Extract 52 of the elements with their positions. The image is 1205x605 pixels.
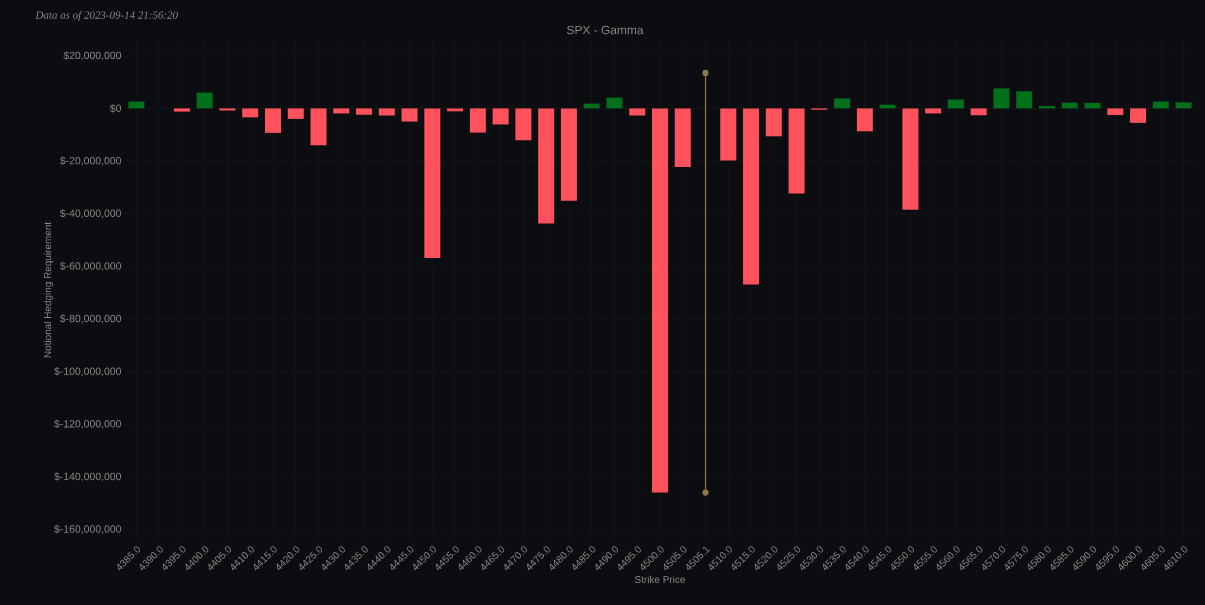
- bar: [629, 108, 646, 116]
- y-tick-label: $-40,000,000: [59, 209, 122, 219]
- bar: [947, 99, 964, 109]
- bar: [856, 108, 873, 132]
- bar: [333, 108, 350, 114]
- y-tick-label: $-140,000,000: [54, 472, 122, 482]
- bar: [720, 108, 737, 161]
- bar: [651, 108, 668, 493]
- bar: [1107, 108, 1124, 115]
- x-axis-title: Strike Price: [634, 575, 685, 584]
- bar: [925, 108, 942, 114]
- bar: [902, 108, 919, 210]
- bar: [401, 108, 418, 122]
- bar: [287, 108, 304, 119]
- bar: [1016, 91, 1033, 109]
- y-tick-label: $0: [109, 104, 122, 113]
- y-tick-label: $-120,000,000: [54, 419, 122, 429]
- y-tick-label: $20,000,000: [63, 51, 122, 61]
- bar: [1130, 108, 1147, 123]
- text: Data as of 2023-09-14 21:56:20: [35, 10, 178, 22]
- bar: [560, 108, 577, 201]
- bar: [264, 108, 281, 133]
- bar: [492, 108, 509, 125]
- bar: [469, 108, 486, 133]
- bar: [788, 108, 805, 194]
- bar: [970, 108, 987, 116]
- bar: [765, 108, 782, 137]
- chart-title: SPX - Gamma: [567, 25, 644, 35]
- bar: [242, 108, 259, 118]
- bar: [1084, 102, 1101, 109]
- bar: [173, 108, 190, 112]
- bar: [1175, 102, 1192, 109]
- y-tick-label: $-100,000,000: [54, 367, 122, 377]
- y-tick-label: $-160,000,000: [54, 524, 122, 534]
- y-tick-label: $-60,000,000: [59, 261, 122, 271]
- bar: [447, 108, 464, 112]
- bar: [424, 108, 441, 258]
- bar: [834, 98, 851, 109]
- bar: [356, 108, 373, 115]
- bar: [993, 88, 1010, 109]
- bar: [196, 92, 213, 109]
- bar: [538, 108, 555, 224]
- bar: [310, 108, 327, 146]
- bar: [743, 108, 760, 285]
- bar: [219, 108, 236, 111]
- bar: [606, 97, 623, 109]
- y-tick-label: $-80,000,000: [59, 314, 122, 324]
- y-tick-label: $-20,000,000: [59, 156, 122, 166]
- bar: [674, 108, 691, 168]
- bar: [515, 108, 532, 141]
- bar: [378, 108, 395, 116]
- y-axis-title: Notional Hedging Requirement: [43, 221, 54, 358]
